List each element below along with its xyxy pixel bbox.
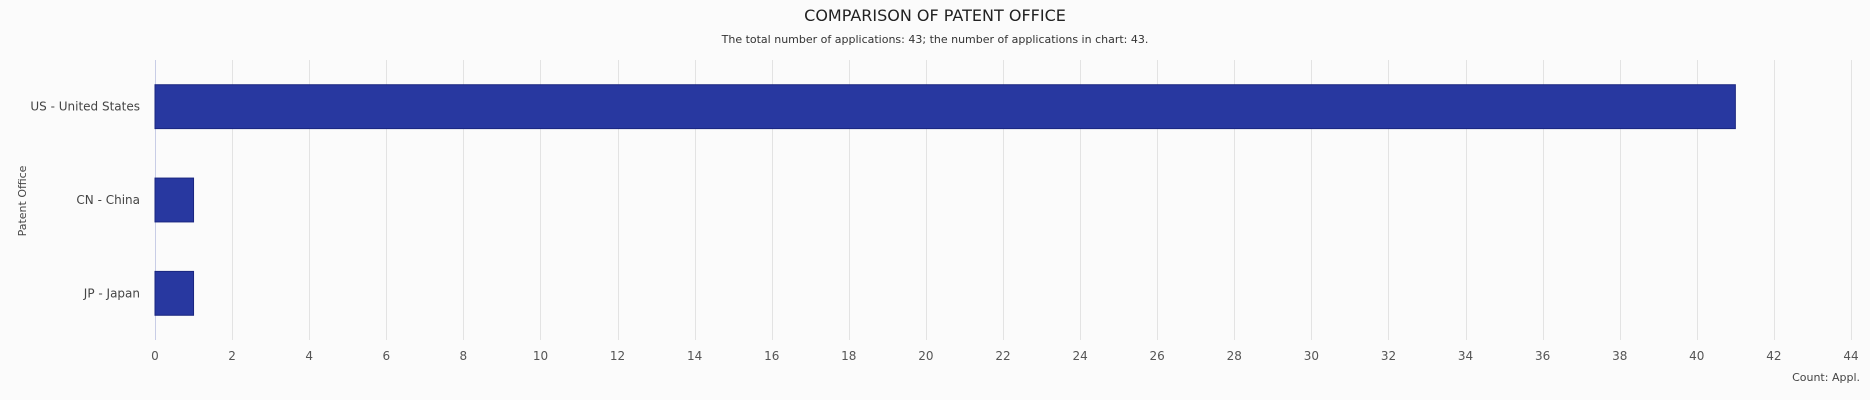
- x-tick-label: 8: [460, 349, 468, 363]
- x-tick-label: 26: [1150, 349, 1165, 363]
- x-tick-label: 14: [687, 349, 702, 363]
- bar-jp[interactable]: [154, 270, 195, 316]
- x-tick-label: 6: [382, 349, 390, 363]
- x-tick-label: 0: [151, 349, 159, 363]
- x-tick-label: 28: [1227, 349, 1242, 363]
- x-tick-label: 16: [764, 349, 779, 363]
- y-axis-title: Patent Office: [16, 165, 29, 236]
- bar-cn[interactable]: [154, 177, 195, 223]
- x-tick-label: 4: [305, 349, 313, 363]
- x-tick-label: 44: [1843, 349, 1858, 363]
- bars: [154, 84, 1736, 316]
- category-label: JP - Japan: [83, 286, 140, 300]
- x-tick-label: 22: [995, 349, 1010, 363]
- x-tick-label: 36: [1535, 349, 1550, 363]
- x-tick-label: 40: [1689, 349, 1704, 363]
- category-labels: US - United States CN - China JP - Japan: [30, 100, 140, 301]
- x-tick-label: 12: [610, 349, 625, 363]
- x-tick-label: 2: [228, 349, 236, 363]
- bar-us[interactable]: [154, 84, 1736, 130]
- x-axis-title: Count: Appl.: [1792, 371, 1860, 384]
- x-tick-label: 24: [1072, 349, 1087, 363]
- category-label: CN - China: [76, 193, 140, 207]
- x-axis-ticks: 0 2 4 6 8 10 12 14 16 18 20 22 24 26 28 30 32 34 36 38 40 42 4…: [151, 349, 1858, 363]
- chart-subtitle: The total number of applications: 43; th…: [721, 33, 1149, 46]
- x-tick-label: 38: [1612, 349, 1627, 363]
- x-tick-label: 34: [1458, 349, 1473, 363]
- x-tick-label: 20: [918, 349, 933, 363]
- category-label: US - United States: [30, 100, 140, 114]
- x-tick-label: 18: [841, 349, 856, 363]
- x-tick-label: 32: [1381, 349, 1396, 363]
- chart-title: COMPARISON OF PATENT OFFICE: [804, 6, 1066, 25]
- x-tick-label: 10: [533, 349, 548, 363]
- x-tick-label: 42: [1766, 349, 1781, 363]
- x-tick-label: 30: [1304, 349, 1319, 363]
